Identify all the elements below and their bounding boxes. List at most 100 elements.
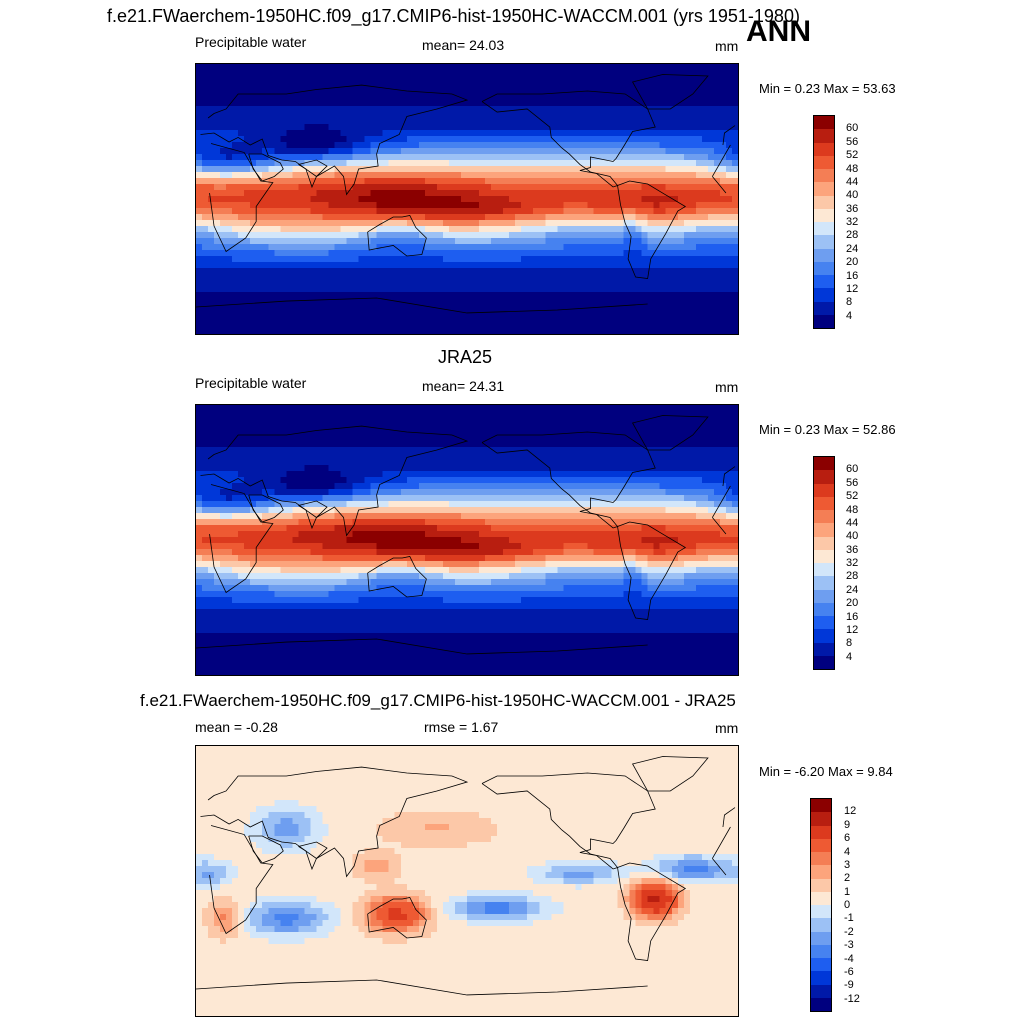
field-cell (581, 76, 589, 83)
field-cell (406, 154, 414, 161)
field-cell (509, 93, 516, 101)
field-cell (340, 316, 348, 323)
field-cell (485, 69, 492, 77)
field-cell (352, 316, 360, 323)
field-cell (659, 321, 667, 329)
field-cell (412, 417, 420, 424)
panel2-minmax: Min = 0.23 Max = 52.86 (759, 422, 896, 437)
field-cell (226, 93, 233, 101)
field-cell (665, 429, 673, 436)
field-cell (334, 88, 342, 95)
colorbar-swatch (814, 248, 834, 262)
field-cell (412, 422, 420, 430)
field-cell (322, 196, 330, 203)
field-cell (695, 201, 703, 209)
field-cell (406, 189, 414, 197)
field-cell (274, 123, 281, 131)
field-cell (346, 434, 354, 442)
field-cell (454, 441, 462, 448)
field-cell (689, 166, 697, 173)
field-cell (587, 189, 595, 197)
field-cell (196, 316, 203, 323)
field-cell (557, 422, 564, 430)
field-cell (701, 177, 709, 185)
field-cell (406, 255, 414, 263)
field-cell (593, 100, 601, 107)
field-cell (262, 64, 269, 71)
field-cell (292, 81, 299, 89)
field-cell (479, 255, 486, 263)
field-cell (473, 459, 480, 466)
field-cell (310, 64, 318, 71)
field-cell (292, 285, 299, 293)
field-cell (370, 238, 378, 245)
field-cell (593, 105, 601, 113)
field-cell (725, 69, 733, 77)
field-cell (412, 184, 420, 191)
field-cell (340, 159, 348, 167)
field-cell (713, 76, 721, 83)
field-cell (713, 405, 721, 412)
field-cell (460, 69, 468, 77)
field-cell (382, 297, 390, 305)
field-cell (485, 459, 492, 466)
field-cell (280, 177, 287, 185)
field-cell (725, 118, 733, 125)
field-cell (220, 184, 227, 191)
field-cell (689, 321, 697, 329)
field-cell (292, 429, 299, 436)
field-cell (460, 231, 468, 239)
field-cell (515, 166, 522, 173)
field-cell (725, 328, 733, 334)
field-cell (551, 226, 558, 233)
field-cell (274, 93, 281, 101)
field-cell (352, 328, 360, 334)
field-cell (713, 166, 721, 173)
field-cell (575, 434, 583, 442)
field-cell (731, 130, 738, 137)
field-cell (533, 441, 540, 448)
field-cell (581, 280, 589, 287)
field-cell (304, 446, 312, 454)
field-cell (731, 142, 738, 149)
field-cell (448, 422, 456, 430)
field-cell (424, 69, 432, 77)
field-cell (575, 262, 583, 269)
field-cell (358, 135, 366, 143)
field-cell (346, 297, 354, 305)
field-cell (641, 166, 649, 173)
field-cell (460, 292, 468, 299)
field-cell (635, 189, 643, 197)
field-cell (527, 453, 534, 460)
field-cell (689, 123, 697, 131)
field-cell (521, 196, 528, 203)
field-cell (527, 213, 534, 221)
field-cell (713, 434, 721, 442)
field-cell (352, 304, 360, 311)
field-cell (364, 100, 372, 107)
field-cell (527, 417, 534, 424)
field-cell (412, 208, 420, 215)
field-cell (533, 410, 540, 418)
field-cell (340, 208, 348, 215)
field-cell (521, 88, 528, 95)
field-cell (394, 304, 402, 311)
field-cell (460, 220, 468, 227)
field-cell (587, 316, 595, 323)
field-cell (719, 250, 727, 257)
field-cell (725, 177, 733, 185)
field-cell (479, 297, 486, 305)
field-cell (232, 154, 239, 161)
field-cell (533, 316, 540, 323)
field-cell (629, 172, 637, 179)
field-cell (473, 112, 480, 119)
field-cell (430, 410, 438, 418)
field-cell (274, 177, 281, 185)
field-cell (707, 321, 715, 329)
field-cell (286, 410, 293, 418)
field-cell (731, 154, 738, 161)
field-cell (575, 405, 583, 412)
field-cell (412, 405, 420, 412)
field-cell (442, 422, 450, 430)
field-cell (731, 69, 738, 77)
